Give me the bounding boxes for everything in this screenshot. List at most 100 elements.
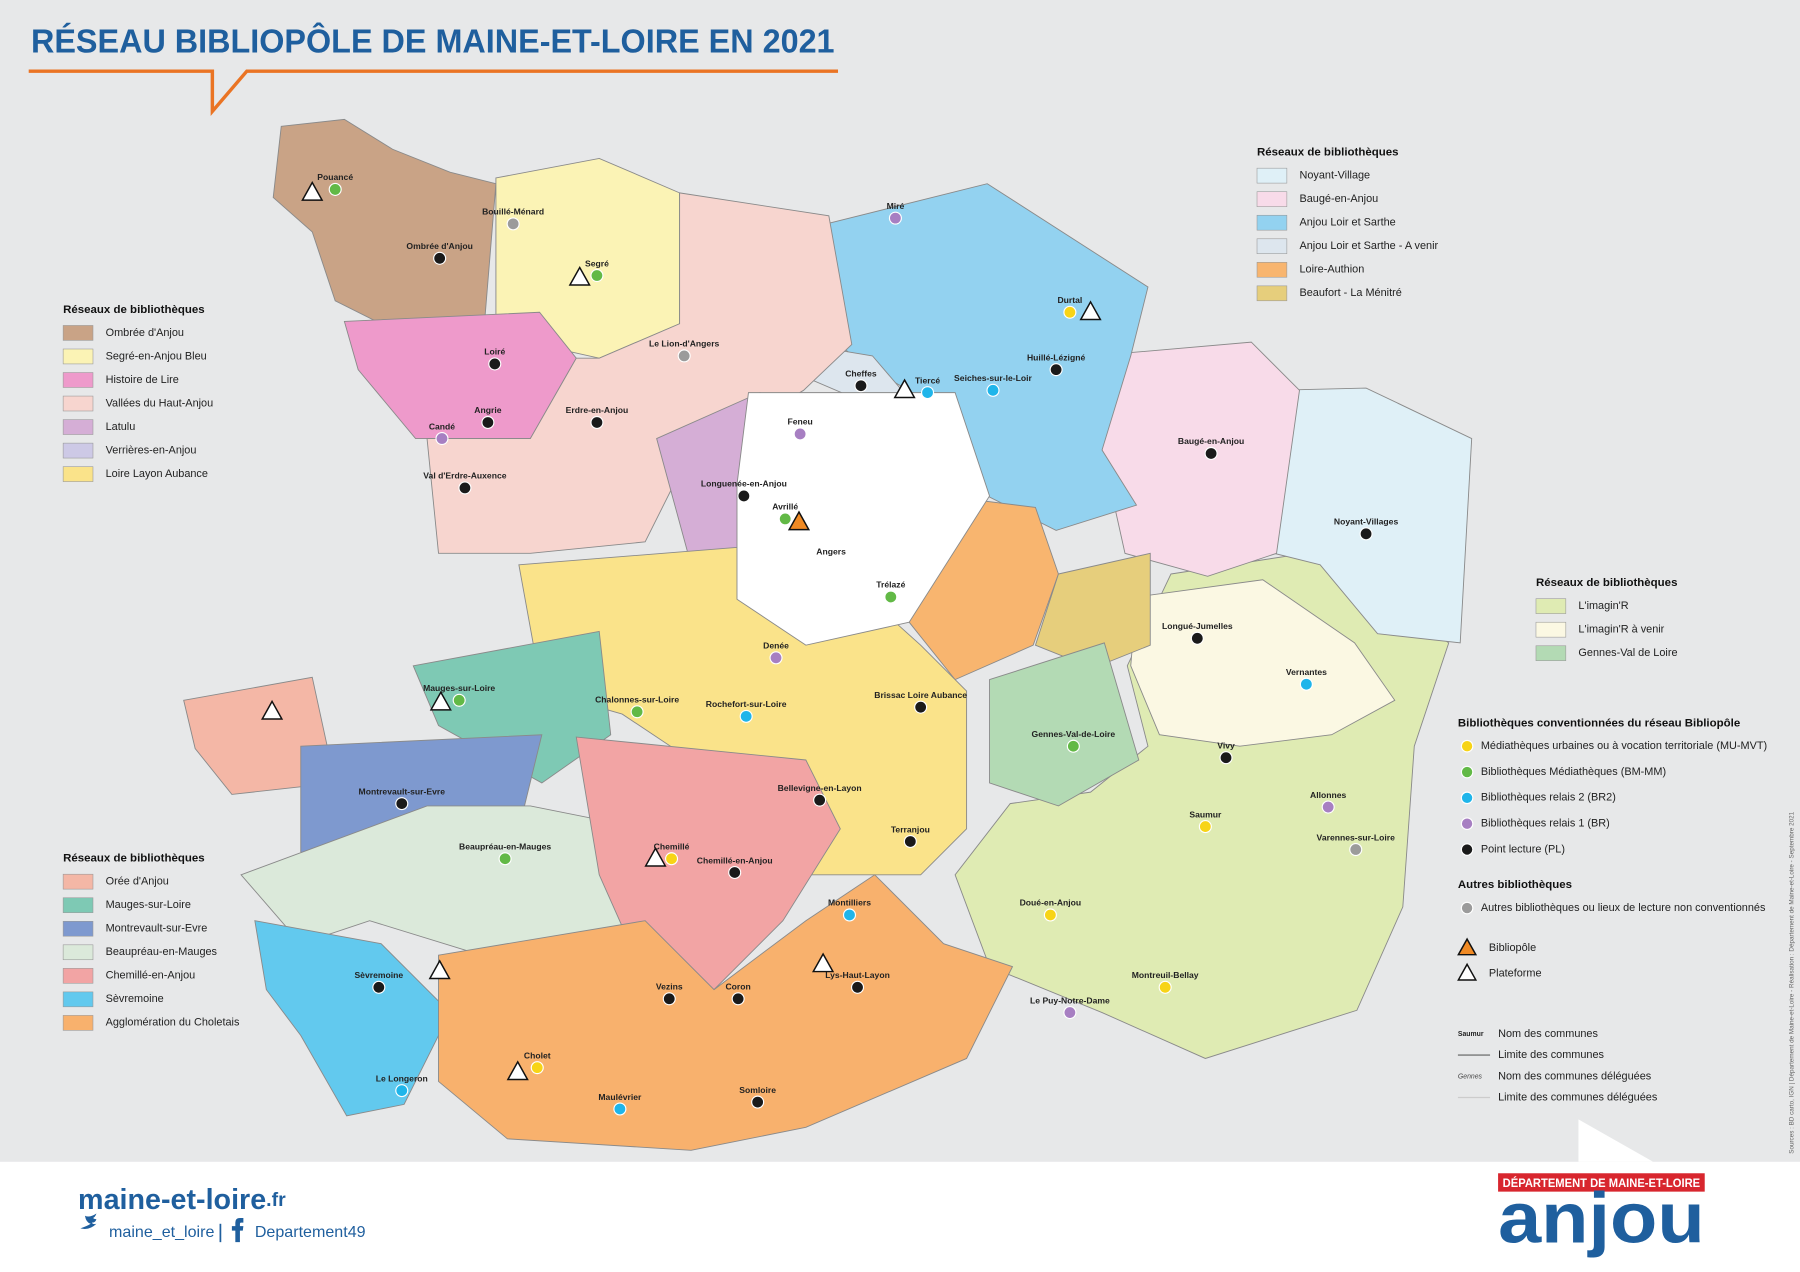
place-label: Feneu: [787, 417, 812, 427]
library-marker: [1158, 980, 1172, 994]
network-area: [1273, 387, 1473, 644]
legend-swatch: [62, 968, 94, 984]
place-label: Bellevigne-en-Layon: [778, 783, 862, 793]
place-label: Durtal: [1057, 295, 1082, 305]
legend-swatch: [62, 466, 94, 482]
legend-label: Bibliopôle: [1489, 942, 1536, 954]
key-label: Nom des communes: [1498, 1028, 1598, 1040]
library-marker: [395, 797, 409, 811]
place-label: Chemillé: [654, 842, 690, 852]
legend-label: Orée d'Anjou: [106, 876, 169, 888]
place-label: Candé: [429, 421, 455, 431]
library-marker: [630, 705, 644, 719]
network-area: [989, 642, 1140, 807]
legend-label: Médiathèques urbaines ou à vocation terr…: [1481, 740, 1767, 752]
key-label: Nom des communes déléguées: [1498, 1071, 1652, 1083]
network-area: [438, 874, 1014, 1151]
twitter-handle[interactable]: maine_et_loire: [109, 1223, 214, 1241]
place-label: Montrevault-sur-Evre: [359, 786, 446, 796]
facebook-handle[interactable]: Departement49: [255, 1223, 366, 1241]
legends: Réseaux de bibliothèques Ombrée d'Anjou Se…: [62, 147, 1767, 1103]
place-label: Angrie: [474, 405, 501, 415]
library-marker: [665, 852, 679, 866]
site-name: maine-et-loire: [78, 1183, 266, 1215]
legend-swatch: [62, 395, 94, 412]
library-marker: [1349, 842, 1363, 857]
legend-title: Réseaux de bibliothèques: [63, 304, 204, 316]
library-marker: [903, 834, 917, 849]
place-label: Maulévrier: [598, 1092, 642, 1102]
network-area: [412, 630, 612, 784]
legend-swatch: [1256, 285, 1288, 302]
place-label: Chemillé-en-Anjou: [697, 855, 773, 865]
place-label: Longué-Jumelles: [1162, 621, 1233, 631]
city-label: Angers: [816, 546, 846, 556]
legend-swatch: [1256, 167, 1288, 184]
legend-swatch: [62, 920, 94, 937]
place-label: Mauges-sur-Loire: [423, 683, 495, 693]
library-marker: [498, 852, 512, 866]
place-label: Vezins: [656, 982, 683, 992]
library-marker: [530, 1061, 544, 1075]
legend-swatch: [1256, 214, 1288, 231]
library-marker: [986, 383, 1000, 397]
network-area: [183, 676, 336, 795]
plateforme-marker: [644, 846, 667, 867]
place-label: Montilliers: [828, 898, 871, 908]
legend-label: Anjou Loir et Sarthe: [1299, 217, 1395, 229]
library-marker: [590, 415, 604, 430]
place-label: Terranjou: [891, 824, 930, 834]
plateforme-marker: [429, 690, 452, 711]
library-marker: [662, 992, 676, 1006]
library-marker: [1219, 751, 1233, 765]
library-marker: [433, 251, 447, 265]
legend-swatch: [62, 442, 94, 459]
library-marker: [613, 1102, 627, 1116]
place-label: Erdre-en-Anjou: [566, 405, 629, 415]
legend-swatch: [1535, 621, 1567, 638]
legend-label: Autres bibliothèques ou lieux de lecture…: [1481, 902, 1766, 914]
place-label: Chalonnes-sur-Loire: [595, 695, 679, 705]
legend-symbol: [1457, 962, 1478, 981]
place-label: Le Longeron: [376, 1073, 428, 1083]
place-label: Coron: [725, 982, 750, 992]
place-label: Vernantes: [1286, 667, 1327, 677]
library-marker: [590, 268, 604, 283]
place-label: Seiches-sur-le-Loir: [954, 373, 1032, 383]
library-marker: [751, 1095, 765, 1109]
library-marker: [677, 349, 691, 363]
place-label: Lys-Haut-Layon: [825, 970, 890, 980]
legend-label: Montrevault-sur-Evre: [106, 923, 208, 935]
place-label: Vivy: [1217, 740, 1235, 750]
legend-dot: [1460, 765, 1474, 779]
library-marker: [328, 182, 342, 196]
legend-label: Segré-en-Anjou Bleu: [106, 350, 207, 362]
place-label: Segré: [585, 258, 609, 268]
place-label: Bouillé-Ménard: [482, 207, 544, 217]
library-marker: [728, 865, 742, 880]
legend-label: Plateforme: [1489, 967, 1542, 979]
legend-dot: [1460, 817, 1474, 831]
library-marker: [1359, 527, 1373, 541]
legend-swatch: [62, 991, 94, 1008]
place-label: Longuenée-en-Anjou: [701, 479, 787, 489]
legend-label: Bibliothèques Médiathèques (BM-MM): [1481, 766, 1666, 778]
place-label: Allonnes: [1310, 790, 1347, 800]
plateforme-marker: [1079, 300, 1102, 321]
library-marker: [884, 590, 898, 604]
legend-label: Baugé-en-Anjou: [1299, 193, 1378, 205]
legend-swatch: [62, 325, 94, 341]
regions: [183, 118, 1473, 1151]
library-marker: [1063, 1006, 1077, 1020]
library-marker: [921, 386, 935, 400]
legend-label: Beaupréau-en-Mauges: [106, 946, 218, 958]
legend-swatch: [62, 944, 94, 961]
library-marker: [854, 379, 868, 393]
library-marker: [1198, 820, 1212, 834]
plateforme-marker: [568, 265, 591, 286]
library-marker: [372, 980, 386, 994]
library-marker: [1299, 677, 1313, 691]
twitter-icon: [80, 1213, 97, 1229]
